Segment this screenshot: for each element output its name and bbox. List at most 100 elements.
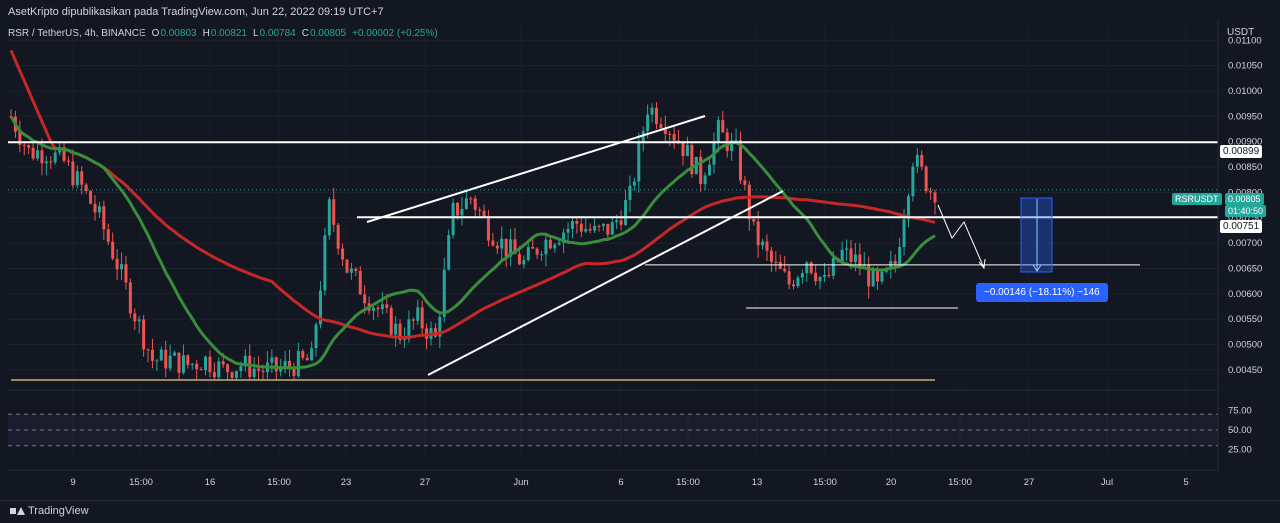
candle-body — [186, 355, 190, 365]
candle-body — [500, 238, 504, 249]
rsi-band-fill — [8, 414, 1218, 446]
tradingview-brand[interactable]: TradingView — [10, 505, 89, 517]
candle-body — [606, 223, 610, 235]
candle-body — [323, 235, 327, 291]
candle-body — [336, 224, 340, 249]
time-tick-label: 20 — [886, 477, 897, 488]
candle-body — [398, 323, 402, 341]
candle-body — [902, 219, 906, 248]
tradingview-logo-icon — [10, 506, 25, 516]
candle-body — [809, 262, 813, 273]
candle-body — [128, 282, 132, 314]
measure-arrow-head — [1032, 264, 1042, 272]
candle-body — [97, 206, 101, 213]
candle-body — [190, 363, 194, 365]
candle-body — [478, 209, 482, 211]
candle-body — [358, 270, 362, 295]
channel-lower-line — [427, 190, 784, 376]
candle-body — [831, 258, 835, 277]
candle-body — [924, 166, 928, 192]
candle-body — [840, 249, 844, 262]
candle-body — [562, 232, 566, 243]
measure-tool-label[interactable]: −0.00146 (−18.11%) −146 — [976, 283, 1108, 302]
candle-body — [71, 161, 75, 186]
symbol-name[interactable]: RSR / TetherUS, 4h, BINANCE — [8, 28, 146, 39]
candle-body — [420, 307, 424, 329]
candle-body — [460, 208, 464, 216]
candle-body — [853, 254, 857, 262]
price-tick-label: 0.00500 — [1228, 340, 1262, 351]
candle-body — [318, 290, 322, 325]
candle-body — [411, 319, 415, 321]
candle-body — [703, 175, 707, 185]
candle-body — [84, 184, 88, 192]
candle-body — [906, 196, 910, 220]
candle-body — [173, 352, 177, 356]
time-tick-label: 15:00 — [948, 477, 972, 488]
candle-body — [389, 307, 393, 335]
ma-slow-line — [9, 49, 936, 340]
candle-body — [646, 114, 650, 132]
candle-body — [288, 360, 292, 368]
candle-body — [327, 199, 331, 236]
candle-body — [579, 223, 583, 232]
candle-body — [601, 223, 605, 226]
candle-body — [385, 304, 389, 308]
candle-body — [137, 319, 141, 322]
candle-body — [438, 316, 442, 337]
candle-body — [274, 357, 278, 372]
candle-body — [482, 210, 486, 217]
candle-body — [208, 356, 212, 373]
candle-body — [31, 147, 35, 159]
time-tick-label: 6 — [618, 477, 623, 488]
candle-body — [407, 319, 411, 340]
candle-body — [447, 235, 451, 270]
candle-body — [880, 271, 884, 282]
candle-body — [827, 275, 831, 277]
high-value: 0.00821 — [210, 28, 247, 39]
candle-body — [876, 270, 880, 282]
candle-body — [849, 248, 853, 262]
candle-body — [18, 131, 22, 145]
price-chart-canvas[interactable]: 0.011000.010500.010000.009500.009000.008… — [0, 0, 1280, 500]
close-value: 0.00805 — [309, 28, 347, 39]
publisher-line: AsetKripto dipublikasikan pada TradingVi… — [8, 6, 384, 18]
candle-body — [509, 239, 513, 257]
candle-body — [181, 355, 185, 373]
candle-body — [252, 368, 256, 377]
candle-body — [761, 241, 765, 246]
candle-body — [433, 328, 437, 337]
candle-body — [177, 352, 181, 373]
upper-level-price-tag: 0.00899 — [1220, 145, 1263, 158]
candle-body — [230, 372, 234, 378]
time-tick-label: 27 — [1024, 477, 1035, 488]
candle-body — [159, 349, 163, 361]
candle-body — [363, 294, 367, 304]
candle-body — [142, 319, 146, 350]
candle-body — [164, 349, 168, 369]
candle-body — [783, 268, 787, 272]
candle-body — [380, 304, 384, 310]
candle-body — [473, 198, 477, 210]
candle-body — [796, 277, 800, 287]
candle-body — [376, 307, 380, 310]
candle-body — [150, 349, 154, 361]
candle-body — [394, 323, 398, 335]
candle-body — [80, 171, 84, 185]
candle-body — [513, 239, 517, 254]
candle-body — [53, 152, 57, 163]
last-price-tag: 0.00805 — [1225, 193, 1264, 205]
candle-body — [111, 241, 115, 259]
candle-body — [557, 242, 561, 245]
candle-body — [747, 184, 751, 220]
candle-body — [314, 324, 318, 349]
candle-body — [708, 164, 712, 176]
candle-body — [588, 228, 592, 231]
price-tick-label: 0.00700 — [1228, 238, 1262, 249]
candle-body — [800, 273, 804, 278]
candle-body — [535, 248, 539, 255]
candle-body — [632, 181, 636, 186]
candle-body — [920, 154, 924, 167]
price-tick-label: 0.00900 — [1228, 137, 1262, 148]
candle-body — [818, 277, 822, 282]
